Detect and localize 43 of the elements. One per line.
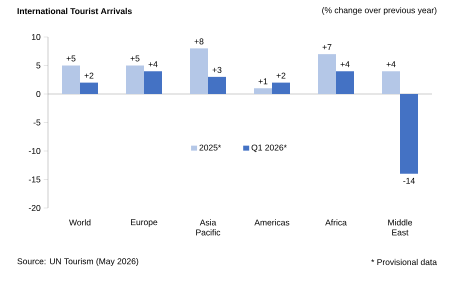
y-tick-label: -10 — [28, 148, 40, 154]
x-tick-label: World — [69, 219, 90, 226]
chart-title: International Tourist Arrivals — [18, 8, 132, 14]
x-tick-label: Europe — [131, 219, 158, 227]
legend-label: 2025* — [199, 144, 222, 151]
data-label: +8 — [194, 38, 204, 44]
data-label: +3 — [212, 66, 222, 73]
data-label: +7 — [322, 44, 332, 50]
bar — [382, 71, 400, 94]
data-label: +4 — [148, 61, 158, 68]
y-tick-label: 0 — [36, 91, 40, 97]
x-tick-label: Asia Pacific — [196, 219, 220, 236]
y-tick-label: -5 — [34, 120, 40, 126]
bar — [62, 66, 80, 94]
data-label: -14 — [403, 178, 415, 184]
bar — [254, 88, 272, 94]
data-label: +4 — [340, 61, 350, 68]
text: * Provisional data — [371, 258, 437, 266]
data-label: +5 — [130, 56, 140, 62]
bar — [190, 48, 208, 94]
x-tick-label: Africa — [325, 219, 347, 226]
bar — [126, 66, 144, 94]
bar — [400, 94, 418, 174]
y-tick-label: -15 — [28, 176, 40, 182]
chart-subtitle: (% change over previous year) — [322, 7, 436, 15]
source-note: Source: UN Tourism (May 2026) — [17, 258, 138, 266]
y-tick-label: -20 — [28, 205, 40, 211]
y-tick-label: 5 — [36, 62, 40, 68]
legend-label: Q1 2026* — [252, 144, 287, 152]
data-label: +1 — [258, 78, 268, 84]
data-label: +2 — [84, 72, 94, 79]
bar — [144, 71, 162, 94]
data-label: +2 — [276, 72, 286, 79]
x-tick-label: Americas — [254, 219, 290, 226]
bar — [80, 82, 98, 94]
bar — [336, 71, 354, 94]
x-tick-label: Middle East — [388, 219, 412, 236]
bar — [208, 76, 226, 94]
data-label: +4 — [386, 61, 396, 68]
bar — [272, 82, 290, 94]
y-tick-label: 10 — [32, 34, 40, 40]
data-label: +5 — [66, 56, 76, 62]
bar — [318, 54, 336, 94]
